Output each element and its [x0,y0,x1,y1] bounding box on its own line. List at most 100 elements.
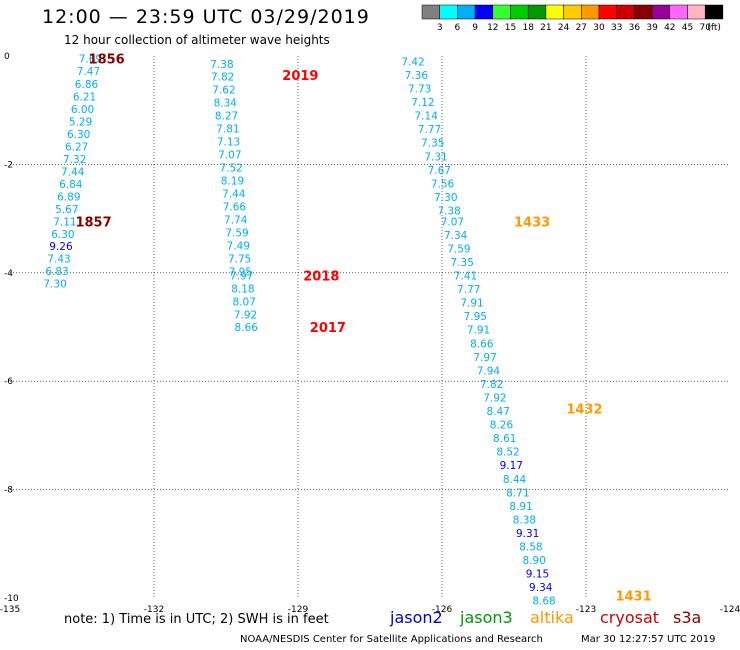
swh-value-label: 9.17 [500,460,523,472]
swh-value-label: 7.92 [234,310,257,322]
colorbar-swatch [616,4,635,20]
colorbar-swatch [651,4,671,20]
swh-value-label: 5.29 [69,117,92,129]
swh-value-label: 7.35 [451,257,474,269]
pass-id-label: 2019 [282,69,318,84]
swh-value-label: 7.75 [228,254,251,266]
pass-id-label: 2018 [303,270,339,285]
x-tick-label: -124 [720,605,740,615]
swh-value-label: 8.27 [215,111,238,123]
swh-value-label: 7.73 [408,84,431,96]
colorbar-swatch [527,4,547,20]
swh-value-label: 7.35 [421,138,444,150]
swh-value-label: 9.31 [516,528,539,540]
swh-value-label: 7.47 [77,66,100,78]
swh-value-label: 7.13 [217,137,240,149]
swh-value-label: 6.30 [67,129,90,141]
colorbar-swatch [510,4,529,20]
swh-value-label: 8.66 [235,322,259,334]
swh-value-label: 8.18 [231,284,254,296]
swh-value-label: 6.89 [57,191,80,203]
colorbar-swatch [439,4,458,20]
colorbar-tick-label: 15 [505,23,516,33]
y-tick-label: -4 [4,269,13,279]
swh-value-label: 7.52 [219,163,242,175]
colorbar-swatch [474,4,494,20]
footer-timestamp: Mar 30 12:27:57 UTC 2019 [581,634,716,645]
swh-value-label: 6.30 [51,229,74,241]
swh-value-label: 8.90 [523,555,546,567]
colorbar-swatch [704,4,724,20]
colorbar-tick-label: 21 [540,23,551,33]
colorbar-swatch [492,4,511,20]
x-tick-label: -123 [576,605,596,615]
colorbar-tick-label: 33 [611,23,622,33]
swh-value-label: 7.42 [401,56,424,68]
pass-id-label: 1432 [566,402,602,417]
legend-s3a: s3a [673,608,702,627]
footer-credit: NOAA/NESDIS Center for Satellite Applica… [240,634,543,645]
swh-value-label: 8.47 [487,406,510,418]
pass-id-label: 1856 [89,53,125,68]
swh-value-label: 8.38 [513,514,536,526]
swh-value-label: 8.71 [506,487,529,499]
swh-value-label: 6.27 [65,142,88,154]
swh-value-label: 8.91 [509,501,532,513]
chart-title: 12:00 — 23:59 UTC 03/29/2019 [42,6,370,28]
colorbar-tick-label: 24 [558,23,570,33]
swh-value-label: 7.77 [418,124,441,136]
swh-value-label: 8.19 [221,176,244,188]
swh-value-label: 7.34 [444,230,468,242]
swh-value-label: 7.94 [477,365,501,377]
pass-id-label: 1431 [615,589,651,604]
swh-value-label: 7.62 [212,85,235,97]
legend-jason2: jason2 [390,608,443,627]
colorbar-tick-label: 3 [437,23,443,33]
swh-value-label: 8.68 [532,596,555,608]
colorbar-tick-label: 39 [646,23,658,33]
wave-height-labels: 7.697.476.866.216.005.296.306.277.327.44… [43,53,651,608]
swh-value-label: 9.26 [49,241,73,253]
swh-value-label: 7.95 [229,267,252,279]
swh-value-label: 7.69 [79,54,102,66]
y-tick-label: -10 [4,594,19,604]
swh-value-label: 8.44 [503,474,527,486]
swh-value-label: 7.92 [483,392,506,404]
chart-subtitle: 12 hour collection of altimeter wave hei… [64,33,330,47]
pass-id-label: 1433 [514,215,550,230]
swh-value-label: 8.58 [519,542,542,554]
swh-value-label: 7.30 [43,279,66,291]
swh-value-label: 6.83 [45,266,68,278]
swh-value-label: 7.30 [434,192,457,204]
swh-value-label: 7.59 [225,228,248,240]
swh-value-label: 6.84 [59,179,83,191]
swh-value-label: 7.66 [223,202,247,214]
swh-value-label: 7.14 [415,111,439,123]
swh-value-label: 9.34 [529,582,553,594]
swh-value-label: 8.34 [214,98,238,110]
colorbar-tick-label: 42 [664,23,675,33]
swh-value-label: 7.12 [411,97,434,109]
pass-id-label: 1857 [75,215,111,230]
swh-value-label: 7.38 [210,59,233,71]
legend-altika: altika [530,608,574,627]
swh-value-label: 7.91 [460,298,483,310]
colorbar-swatch [634,4,653,20]
swh-value-label: 6.86 [75,79,99,91]
swh-value-label: 7.95 [464,311,487,323]
swh-value-label: 7.82 [480,379,503,391]
swh-value-label: 7.44 [222,189,246,201]
colorbar-tick-label: 30 [593,23,605,33]
swh-value-label: 7.36 [405,70,429,82]
colorbar-unit: (ft) [707,23,721,33]
swh-value-label: 6.00 [71,104,94,116]
swh-value-label: 7.07 [218,150,241,162]
swh-value-label: 7.38 [437,205,460,217]
swh-value-label: 7.77 [457,284,480,296]
y-tick-label: 0 [4,52,10,62]
swh-value-label: 7.91 [467,325,490,337]
swh-value-label: 8.61 [493,433,516,445]
swh-value-label: 8.66 [470,338,494,350]
swh-value-label: 7.81 [216,124,239,136]
